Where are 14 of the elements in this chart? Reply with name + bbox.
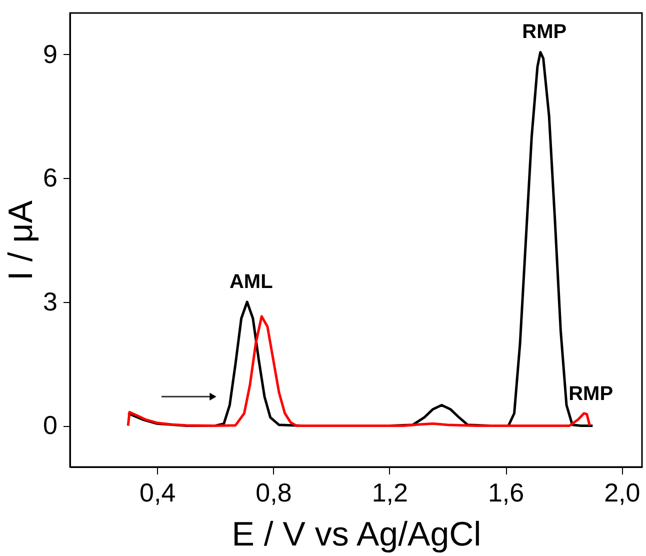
x-tick-label: 0,8 [256,478,292,508]
y-axis-title: I / μA [2,200,40,281]
y-tick-label: 6 [43,162,58,193]
x-tick-label: 0,4 [140,478,176,508]
annotation: AML [229,270,273,293]
annotation: RMP [522,21,567,44]
x-axis-title: E / V vs Ag/AgCl [232,516,482,554]
x-tick-label: 1,6 [488,478,524,508]
x-tick-label: 2,0 [604,478,640,508]
x-tick-label: 1,2 [372,478,408,508]
y-tick-label: 3 [43,286,58,316]
y-tick-label: 9 [43,38,58,69]
annotation: RMP [568,383,614,406]
y-tick-label: 0 [43,410,58,440]
